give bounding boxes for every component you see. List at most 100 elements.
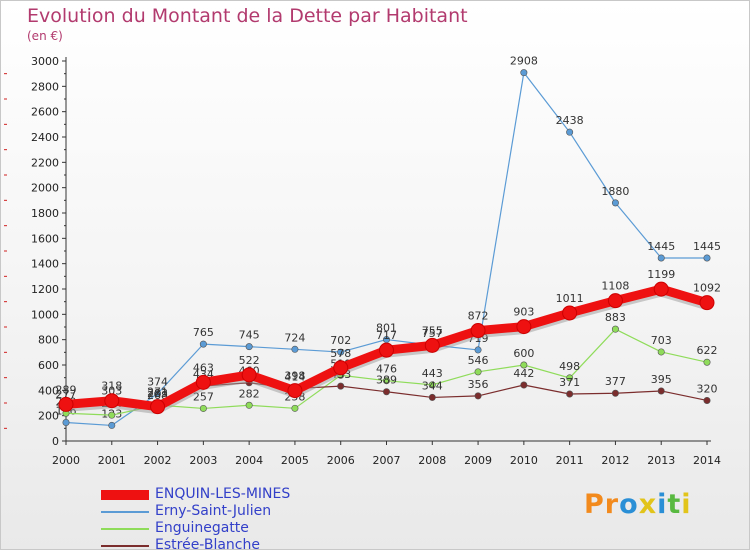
data-point [520,69,528,77]
y-tick-label: 2200 [31,156,59,169]
data-point [562,305,578,321]
data-point [520,381,528,389]
logo-letter: x [638,489,658,520]
legend-swatch [101,490,149,500]
data-point [154,390,162,398]
x-tick-label: 2014 [693,454,721,467]
legend-swatch [101,511,149,513]
x-tick-label: 2013 [647,454,675,467]
data-point [520,361,528,369]
data-point [474,392,482,400]
data-label: 546 [468,354,489,367]
data-point [428,393,436,401]
x-tick-label: 2012 [601,454,629,467]
data-point [653,281,669,297]
data-label: 443 [422,367,443,380]
chart-subtitle: (en €) [27,29,63,43]
data-point [199,404,207,412]
y-tick-label: 400 [38,384,59,397]
data-point [657,254,665,262]
data-point [611,325,619,333]
data-point [291,404,299,412]
x-tick-label: 2006 [327,454,355,467]
y-tick-label: 1000 [31,308,59,321]
legend-swatch [101,528,149,530]
data-label: 303 [101,385,122,398]
x-tick-label: 2003 [189,454,217,467]
x-tick-label: 2000 [52,454,80,467]
data-point [703,358,711,366]
data-label: 257 [193,390,214,403]
y-tick-label: 1800 [31,207,59,220]
legend-label: ENQUIN-LES-MINES [155,486,291,502]
data-point [379,342,394,358]
data-label: 765 [193,326,214,339]
data-point [195,374,211,390]
data-point [382,388,390,396]
data-label: 320 [697,382,718,395]
y-tick-label: 800 [38,334,59,347]
x-tick-label: 2002 [144,454,172,467]
data-label: 703 [651,334,672,347]
data-label: 356 [468,378,489,391]
data-point [611,199,619,207]
data-label: 1880 [601,185,629,198]
data-point [428,381,436,389]
data-point [150,399,166,415]
y-tick-label: 2600 [31,106,59,119]
series-estr-e-blanche: 2773032684344604144333893443564423713773… [56,365,718,411]
series-enquin-les-mines: 289 318 271 463 522 398 578 717 755 872 903 1011 110… [56,268,721,415]
data-point [199,340,207,348]
x-tick-label: 2004 [235,454,263,467]
x-tick-label: 2008 [418,454,446,467]
logo-letter: i [657,489,668,520]
data-label: 1092 [693,282,721,295]
data-label: 883 [605,311,626,324]
data-label: 801 [376,322,397,335]
logo-letter: r [604,489,620,520]
logo-letter: o [619,489,639,520]
data-label: 1108 [601,280,629,293]
y-tick-label: 1600 [31,232,59,245]
data-label: 476 [376,363,397,376]
data-point [245,343,253,351]
data-label: 463 [193,361,214,374]
data-label: 1199 [647,268,675,281]
data-label: 1445 [647,240,675,253]
data-label: 622 [697,344,718,357]
data-label: 374 [147,376,168,389]
data-label: 344 [422,379,443,392]
y-tick-label: 2000 [31,182,59,195]
data-label: 578 [330,347,351,360]
data-point [703,396,711,404]
y-tick-label: 1200 [31,283,59,296]
data-point [516,319,532,335]
data-label: 389 [376,374,397,387]
data-label: 395 [651,373,672,386]
data-point [108,411,116,419]
data-point [291,345,299,353]
data-point [474,368,482,376]
y-tick-label: 3000 [31,55,59,68]
data-point [58,396,74,412]
x-tick-label: 2011 [556,454,584,467]
data-point [566,374,574,382]
data-label: 318 [101,380,122,393]
data-point [382,377,390,385]
y-tick-label: 2800 [31,80,59,93]
data-point [104,393,120,409]
data-label: 414 [284,371,305,384]
legend-swatch [101,545,149,547]
y-tick-label: 2400 [31,131,59,144]
data-label: 2908 [510,55,538,68]
logo-letter: P [584,489,605,520]
x-tick-label: 2001 [98,454,126,467]
data-point [108,421,116,429]
data-label: 757 [422,327,443,340]
data-point [703,254,711,262]
logo-letter: i [681,489,692,520]
data-label: 755 [422,324,443,337]
x-tick-label: 2005 [281,454,309,467]
y-tick-label: 200 [38,410,59,423]
